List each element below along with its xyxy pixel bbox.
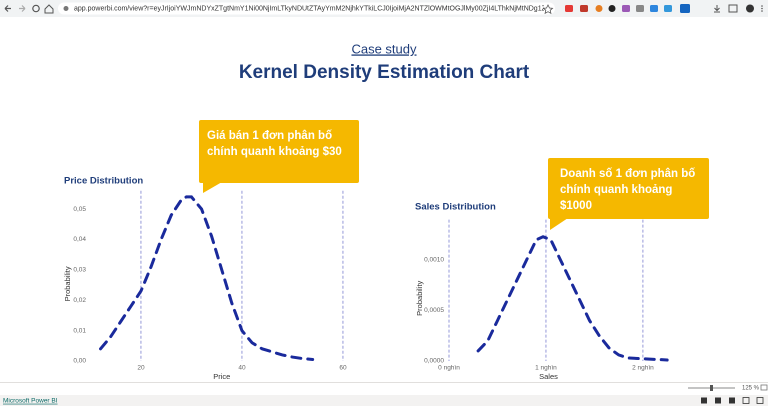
extension-icon[interactable] [565,5,573,12]
x-tick-label: 0 nghìn [438,365,460,372]
y-tick-label: 0,03 [73,267,86,274]
home-button[interactable] [44,4,54,14]
x-tick-label: 60 [339,365,347,372]
y-tick-label: 0,00 [73,358,86,365]
sidebar-icon[interactable] [728,4,738,13]
x-axis-label: Sales [539,372,558,381]
y-tick-label: 0,05 [73,206,86,213]
extension-icon[interactable] [580,5,588,12]
url-clip: app.powerbi.com/view?r=eyJrIjoiYWJmNDYxZ… [74,5,670,12]
share-embed[interactable] [742,397,750,404]
extension-icon[interactable] [608,5,616,12]
x-tick-label: 1 nghìn [535,365,557,372]
y-tick-label: 0,0010 [424,257,444,264]
share-facebook[interactable] [701,397,707,404]
extension-icon[interactable] [622,5,630,12]
fit-page-icon[interactable] [760,384,768,391]
report-title: Kernel Density Estimation Chart [239,62,530,83]
address-bar[interactable] [58,2,555,15]
callout: Giá bán 1 đơn phân bố chính quanh khoảng… [199,120,359,183]
y-tick-label: 0,0005 [424,307,444,314]
x-axis-label: Price [213,372,230,381]
y-tick-label: 0,0000 [424,358,444,365]
bottom-bar [0,395,768,406]
y-tick-label: 0,02 [73,297,86,304]
callout-tail [203,182,222,193]
zoom-thumb[interactable] [710,385,713,391]
menu-icon[interactable] [761,10,763,12]
download-icon[interactable] [714,5,720,13]
extension-icon[interactable] [680,4,690,13]
menu-icon[interactable] [761,7,763,10]
x-tick-label: 40 [238,365,246,372]
share-twitter[interactable] [715,397,721,404]
density-line [476,235,669,362]
back-button[interactable] [4,5,11,12]
chart-title: Sales Distribution [415,202,496,213]
fullscreen[interactable] [756,397,764,404]
bookmark-icon[interactable] [542,4,554,15]
chart-title: Price Distribution [64,176,143,187]
y-tick-label: 0,01 [73,327,86,334]
share-linkedin[interactable] [729,397,735,404]
y-tick-label: 0,04 [73,236,86,243]
callout: Doanh số 1 đơn phân bố chính quanh khoản… [548,158,709,219]
report-subtitle: Case study [351,41,417,56]
density-line [99,195,315,361]
reload-button[interactable] [32,4,40,13]
extension-icon[interactable] [650,5,658,12]
x-tick-label: 20 [137,365,145,372]
extension-icon[interactable] [664,5,672,12]
menu-icon[interactable] [761,5,763,7]
x-tick-label: 2 nghìn [632,365,654,372]
profile-icon[interactable] [746,4,754,13]
extension-icon[interactable] [595,5,603,12]
brand-link[interactable]: Microsoft Power BI [3,398,58,405]
site-info-icon[interactable] [63,6,69,11]
url: app.powerbi.com/view?r=eyJrIjoiYWJmNDYxZ… [74,5,670,12]
extension-icon[interactable] [636,5,644,12]
y-axis-label: Probability [63,266,72,301]
zoom-level: 125 % [742,386,760,392]
forward-button[interactable] [19,5,26,12]
y-axis-label: Probability [415,281,424,316]
callout-tail [550,218,568,230]
